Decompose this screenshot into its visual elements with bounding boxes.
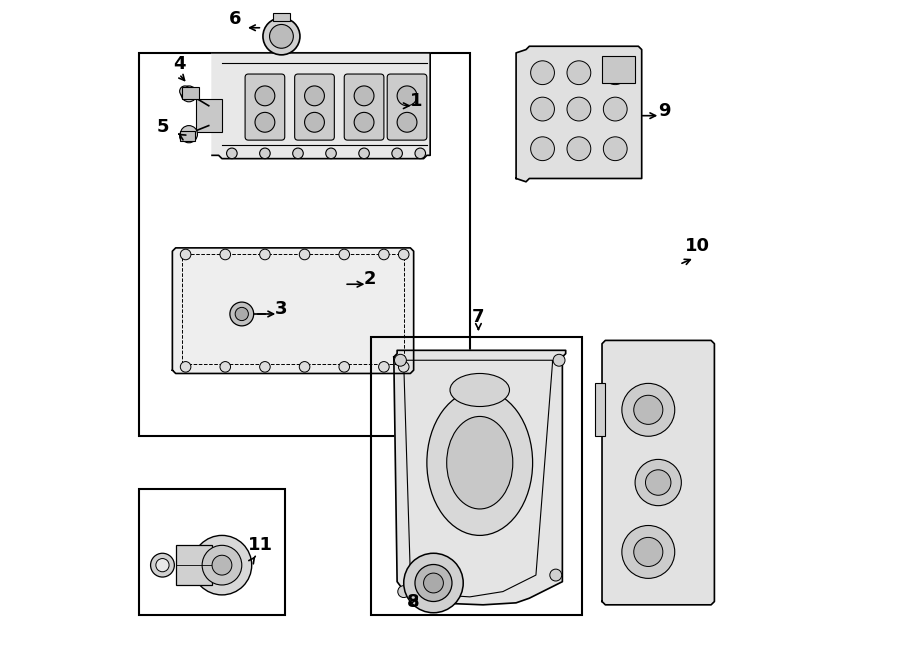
Bar [371, 337, 582, 615]
Circle shape [404, 553, 464, 613]
Circle shape [292, 148, 303, 159]
Bar [596, 383, 606, 436]
Bar [180, 131, 195, 141]
Ellipse shape [427, 390, 533, 535]
Circle shape [603, 137, 627, 161]
Circle shape [156, 559, 169, 572]
Circle shape [255, 86, 274, 106]
Circle shape [180, 249, 191, 260]
Circle shape [300, 362, 310, 372]
Bar [195, 99, 222, 132]
Circle shape [531, 97, 554, 121]
Circle shape [567, 97, 590, 121]
Text: 1: 1 [410, 92, 423, 110]
Circle shape [220, 249, 230, 260]
Circle shape [398, 586, 410, 598]
Circle shape [399, 249, 409, 260]
FancyBboxPatch shape [245, 74, 284, 140]
Circle shape [255, 112, 274, 132]
Bar [602, 56, 635, 83]
Circle shape [622, 383, 675, 436]
Circle shape [230, 302, 254, 326]
Polygon shape [602, 340, 715, 605]
Circle shape [645, 470, 670, 495]
Ellipse shape [450, 373, 509, 407]
Circle shape [304, 112, 324, 132]
Polygon shape [173, 248, 414, 373]
Circle shape [220, 362, 230, 372]
Circle shape [399, 362, 409, 372]
Circle shape [634, 537, 662, 566]
Circle shape [304, 86, 324, 106]
Bar [140, 489, 284, 615]
Circle shape [339, 249, 349, 260]
Circle shape [397, 112, 417, 132]
Text: 11: 11 [248, 536, 274, 554]
Circle shape [180, 362, 191, 372]
Circle shape [202, 545, 242, 585]
Circle shape [263, 18, 300, 55]
Text: 6: 6 [229, 11, 241, 28]
Circle shape [339, 362, 349, 372]
Text: 10: 10 [685, 237, 710, 255]
Circle shape [235, 307, 248, 321]
Polygon shape [394, 350, 566, 605]
Circle shape [554, 354, 565, 366]
FancyBboxPatch shape [294, 74, 334, 140]
Text: 9: 9 [658, 102, 670, 120]
Bar [273, 13, 290, 21]
Circle shape [531, 137, 554, 161]
Circle shape [180, 132, 189, 141]
Bar [183, 87, 199, 99]
Circle shape [415, 148, 426, 159]
Circle shape [531, 61, 554, 85]
Circle shape [397, 86, 417, 106]
Circle shape [150, 553, 175, 577]
Circle shape [269, 24, 293, 48]
Circle shape [635, 459, 681, 506]
Circle shape [193, 535, 252, 595]
Text: 5: 5 [157, 118, 168, 136]
Circle shape [326, 148, 337, 159]
Text: 3: 3 [274, 300, 287, 318]
Circle shape [392, 148, 402, 159]
Polygon shape [516, 46, 642, 182]
Bar [176, 545, 212, 585]
Circle shape [259, 362, 270, 372]
Circle shape [181, 86, 197, 102]
Bar [140, 53, 470, 436]
Circle shape [227, 148, 238, 159]
Circle shape [394, 354, 407, 366]
Circle shape [622, 525, 675, 578]
Circle shape [259, 249, 270, 260]
FancyBboxPatch shape [344, 74, 384, 140]
Circle shape [567, 137, 590, 161]
Circle shape [379, 362, 389, 372]
Circle shape [424, 573, 444, 593]
Circle shape [300, 249, 310, 260]
Circle shape [634, 395, 662, 424]
Circle shape [355, 112, 374, 132]
FancyBboxPatch shape [387, 74, 427, 140]
Ellipse shape [446, 416, 513, 509]
Circle shape [603, 61, 627, 85]
Text: 2: 2 [364, 270, 376, 288]
Text: 4: 4 [173, 56, 185, 73]
Text: 8: 8 [408, 593, 420, 611]
Circle shape [603, 97, 627, 121]
Circle shape [567, 61, 590, 85]
Circle shape [415, 564, 452, 602]
Circle shape [550, 569, 562, 581]
Circle shape [259, 148, 270, 159]
Circle shape [359, 148, 369, 159]
Circle shape [180, 86, 190, 97]
Circle shape [355, 86, 374, 106]
Text: 7: 7 [472, 308, 485, 326]
Circle shape [379, 249, 389, 260]
Circle shape [180, 126, 197, 143]
Circle shape [212, 555, 232, 575]
Polygon shape [212, 53, 430, 159]
